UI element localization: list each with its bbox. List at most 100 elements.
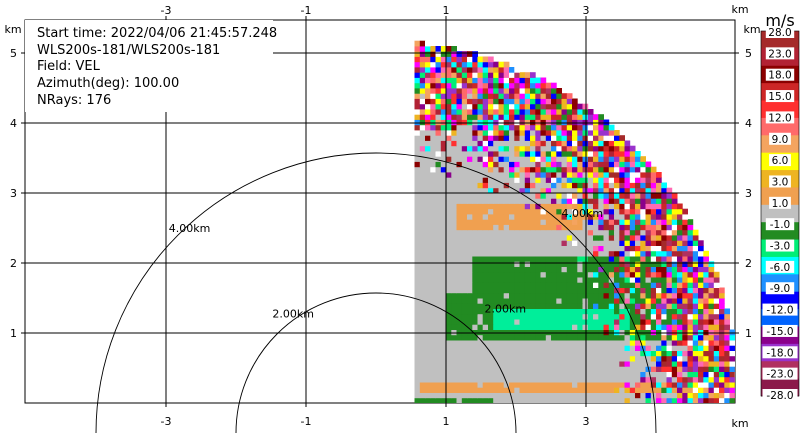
velocity-cell <box>566 119 573 126</box>
velocity-cell <box>556 103 562 110</box>
velocity-cell <box>430 235 436 241</box>
velocity-cell <box>503 261 510 267</box>
velocity-cell <box>509 98 515 105</box>
velocity-cell <box>698 382 704 388</box>
velocity-cell <box>629 324 636 330</box>
velocity-cell <box>435 109 442 115</box>
velocity-cell <box>530 156 536 162</box>
velocity-cell <box>467 61 473 68</box>
velocity-cell <box>482 119 489 126</box>
velocity-cell <box>640 313 646 320</box>
velocity-cell <box>698 250 704 257</box>
velocity-cell <box>456 61 463 68</box>
velocity-cell <box>556 114 562 120</box>
velocity-cell <box>661 287 667 294</box>
velocity-cell <box>414 77 421 84</box>
velocity-cell <box>493 371 499 378</box>
velocity-cell <box>687 371 694 378</box>
velocity-cell <box>551 361 557 367</box>
velocity-cell <box>582 371 589 378</box>
velocity-cell <box>482 208 489 215</box>
velocity-cell <box>414 119 421 126</box>
velocity-cell <box>477 250 484 257</box>
velocity-cell <box>477 308 484 315</box>
velocity-cell <box>430 324 436 330</box>
velocity-cell <box>650 172 657 178</box>
velocity-cell <box>503 193 510 199</box>
velocity-cell <box>561 329 568 336</box>
velocity-cell <box>503 151 510 157</box>
velocity-cell <box>661 229 667 236</box>
velocity-cell <box>661 392 667 399</box>
velocity-cell <box>713 308 720 315</box>
velocity-cell <box>440 67 447 73</box>
velocity-cell <box>461 109 468 115</box>
velocity-cell <box>530 324 536 330</box>
velocity-cell <box>519 319 526 325</box>
velocity-cell <box>451 203 457 210</box>
velocity-cell <box>572 303 578 309</box>
velocity-cell <box>477 387 484 393</box>
velocity-cell <box>419 308 426 315</box>
velocity-cell <box>519 187 526 194</box>
velocity-cell <box>551 145 557 152</box>
velocity-cell <box>582 172 589 178</box>
velocity-cell <box>435 124 442 131</box>
velocity-cell <box>608 166 615 173</box>
velocity-cell <box>493 250 499 257</box>
velocity-cell <box>671 382 678 388</box>
velocity-cell <box>545 340 552 346</box>
velocity-cell <box>551 376 557 383</box>
velocity-cell <box>467 308 473 315</box>
colorbar-label-bg <box>762 367 798 380</box>
velocity-cell <box>640 308 646 315</box>
velocity-cell <box>530 130 536 136</box>
velocity-cell <box>608 324 615 330</box>
velocity-cell <box>488 56 494 63</box>
velocity-cell <box>509 140 515 147</box>
velocity-cell <box>561 319 568 325</box>
velocity-cell <box>482 161 489 168</box>
velocity-cell <box>419 51 426 57</box>
velocity-cell <box>456 235 463 241</box>
colorbar-label-bg <box>765 47 795 60</box>
velocity-cell <box>451 361 457 367</box>
velocity-cell <box>666 350 673 357</box>
velocity-cell <box>414 366 421 372</box>
velocity-cell <box>703 376 709 383</box>
velocity-cell <box>614 203 620 210</box>
velocity-cell <box>666 266 673 273</box>
velocity-cell <box>535 124 541 131</box>
velocity-cell <box>629 313 636 320</box>
velocity-cell <box>467 51 473 57</box>
velocity-cell <box>624 156 631 162</box>
velocity-cell <box>530 271 536 278</box>
velocity-cell <box>556 329 562 336</box>
velocity-cell <box>435 214 442 220</box>
velocity-cell <box>587 229 594 236</box>
velocity-cell <box>493 161 499 168</box>
velocity-cell <box>425 345 431 351</box>
velocity-cell <box>451 329 457 336</box>
velocity-cell <box>524 182 531 189</box>
velocity-cell <box>619 313 625 320</box>
velocity-cell <box>635 303 641 309</box>
velocity-cell <box>440 93 447 99</box>
velocity-cell <box>608 298 615 304</box>
velocity-cell <box>645 397 652 403</box>
velocity-cell <box>692 313 699 320</box>
velocity-cell <box>425 376 431 383</box>
velocity-cell <box>519 166 526 173</box>
velocity-cell <box>467 161 473 168</box>
velocity-cell <box>635 187 641 194</box>
colorbar-label: -6.0 <box>770 262 791 274</box>
velocity-cell <box>629 245 636 252</box>
velocity-cell <box>708 361 715 367</box>
velocity-cell <box>577 371 583 378</box>
velocity-cell <box>645 250 652 257</box>
velocity-cell <box>488 124 494 131</box>
velocity-cell <box>446 124 452 131</box>
velocity-cell <box>566 140 573 147</box>
velocity-cell <box>556 250 562 257</box>
velocity-cell <box>535 350 541 357</box>
